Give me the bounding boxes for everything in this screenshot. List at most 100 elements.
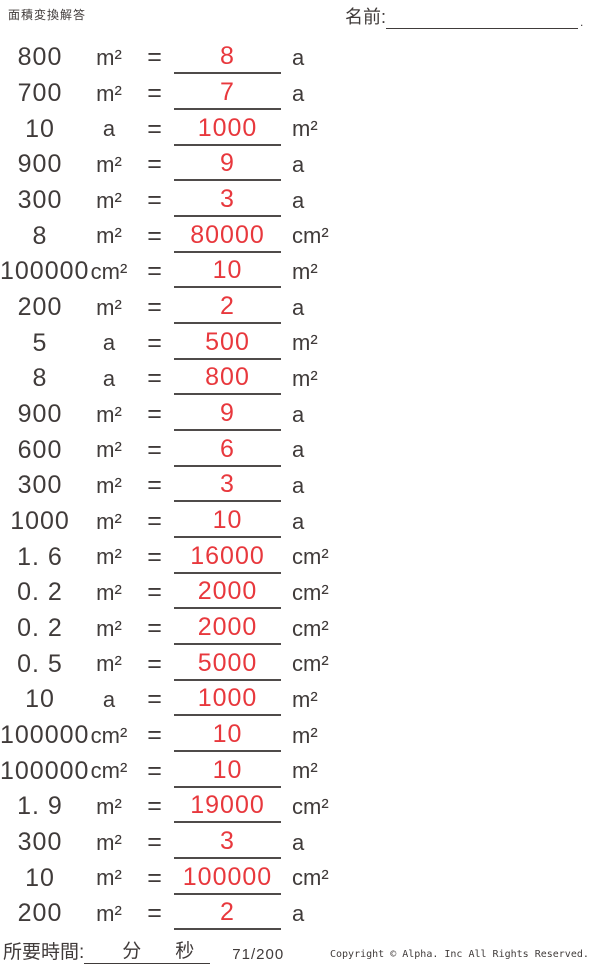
result-unit: m² [292,686,318,712]
source-unit: cm² [90,758,128,784]
conversion-row: 300 m² = 3 a [0,825,600,861]
conversion-row: 900 m² = 9 a [0,397,600,433]
answer-blank: 2000 [174,612,281,646]
name-field: 名前: . [345,3,583,29]
result-unit: cm² [292,579,329,605]
conversion-row: 0. 2 m² = 2000 cm² [0,575,600,611]
conversion-row: 800 m² = 8 a [0,40,600,76]
answer-value: 10 [212,506,243,535]
source-value: 0. 5 [17,649,63,678]
equals-sign: = [147,257,163,286]
conversion-row: 10 a = 1000 m² [0,682,600,718]
answer-value: 800 [205,363,250,392]
answer-blank: 8 [174,41,281,75]
conversion-row: 700 m² = 7 a [0,76,600,112]
conversion-row: 600 m² = 6 a [0,432,600,468]
equals-sign: = [147,400,163,429]
result-unit: cm² [292,544,329,570]
source-value: 300 [17,471,63,500]
source-unit: m² [96,865,122,891]
result-unit: m² [292,258,318,284]
equals-sign: = [147,863,163,892]
conversion-row: 5 a = 500 m² [0,325,600,361]
source-value: 200 [17,293,63,322]
minutes-label: 分 [122,941,142,962]
conversion-row: 8 m² = 80000 cm² [0,218,600,254]
answer-blank: 10 [174,719,281,753]
conversion-row: 300 m² = 3 a [0,183,600,219]
answer-blank: 7 [174,77,281,110]
answer-value: 2000 [197,613,258,642]
answer-value: 2000 [197,577,258,606]
answer-value: 80000 [190,220,265,249]
name-blank-line [386,10,579,29]
answer-blank: 6 [174,434,281,467]
source-unit: m² [96,223,122,249]
equals-sign: = [147,899,163,928]
answer-blank: 2000 [174,576,281,610]
conversion-row: 10 a = 1000 m² [0,111,600,147]
source-value: 0. 2 [17,614,63,643]
source-unit: m² [96,651,122,677]
result-unit: cm² [292,615,329,641]
conversion-row: 0. 2 m² = 2000 cm² [0,611,600,647]
answer-value: 10 [212,256,243,285]
answer-value: 8 [220,42,235,71]
answer-blank: 10 [174,505,281,539]
answer-value: 5000 [197,648,258,677]
equals-sign: = [147,364,163,393]
source-value: 100000 [0,257,90,286]
source-value: 700 [17,79,63,107]
answer-value: 6 [220,434,235,463]
equals-sign: = [147,114,163,143]
source-unit: m² [96,80,122,106]
answer-value: 2 [220,292,235,321]
equals-sign: = [147,328,163,357]
source-value: 300 [17,186,63,215]
copyright-text: Copyright © Alpha. Inc All Rights Reserv… [330,949,589,960]
answer-value: 1000 [197,684,258,713]
source-unit: cm² [90,258,128,284]
result-unit: m² [292,722,318,748]
answer-value: 3 [220,185,235,214]
source-unit: m² [96,472,122,498]
source-value: 100000 [0,721,90,750]
source-value: 8 [32,364,48,393]
conversion-list: 800 m² = 8 a 700 m² = 7 a 10 a = 1000 m²… [0,40,600,932]
source-unit: a [102,365,116,391]
result-unit: a [292,401,305,427]
answer-blank: 16000 [174,541,281,574]
source-value: 800 [17,43,63,72]
answer-value: 2 [220,898,235,927]
page-number: 71/200 [232,946,285,963]
answer-blank: 500 [174,327,281,360]
source-unit: cm² [90,722,128,748]
result-unit: a [292,472,305,498]
source-value: 10 [25,114,55,143]
conversion-row: 100000 cm² = 10 m² [0,718,600,754]
source-unit: m² [96,829,122,855]
conversion-row: 8 a = 800 m² [0,361,600,397]
name-label: 名前: [345,7,387,27]
source-unit: m² [96,437,122,463]
equals-sign: = [147,721,163,750]
equals-sign: = [147,685,163,714]
conversion-row: 1000 m² = 10 a [0,504,600,540]
result-unit: a [292,829,305,855]
equals-sign: = [147,828,163,857]
time-blank-line: 分 秒 [84,936,211,964]
result-unit: a [292,900,305,926]
equals-sign: = [147,649,163,678]
answer-blank: 9 [174,148,281,182]
answer-value: 9 [220,149,235,178]
answer-value: 10 [212,755,243,784]
answer-value: 1000 [197,113,258,142]
source-unit: m² [96,44,122,70]
source-value: 900 [17,400,63,429]
answer-blank: 3 [174,469,281,503]
source-unit: m² [96,151,122,177]
source-unit: m² [96,793,122,819]
source-value: 10 [25,685,55,714]
source-unit: m² [96,579,122,605]
